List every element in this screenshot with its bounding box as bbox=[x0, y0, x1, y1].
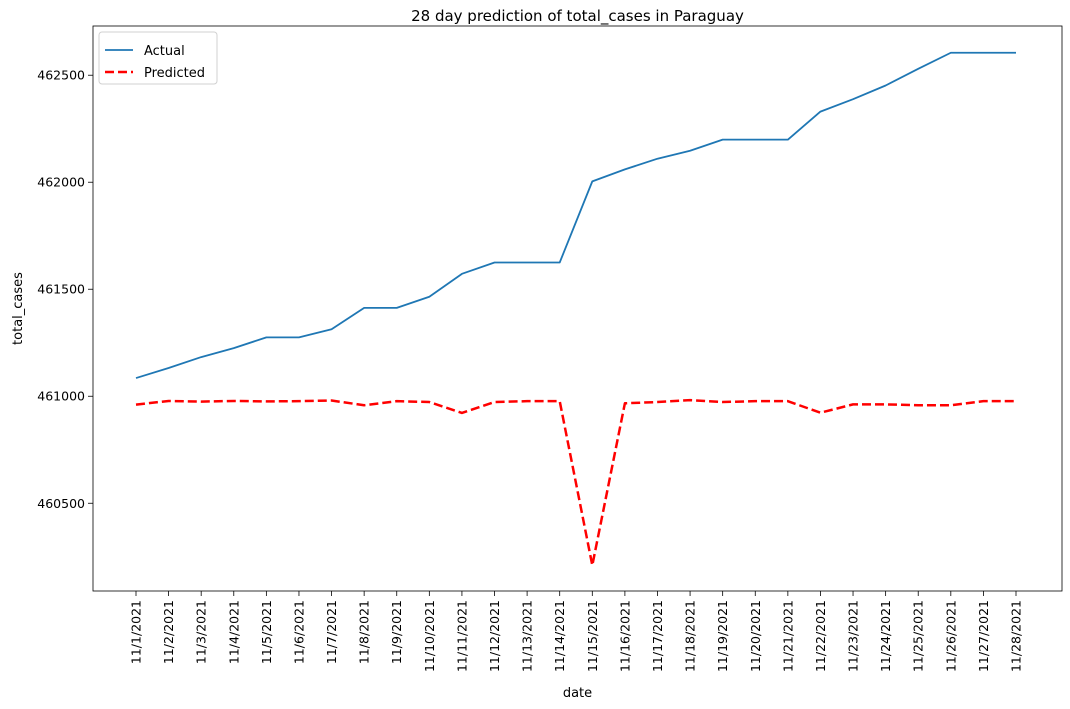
x-tick-label: 11/4/2021 bbox=[226, 600, 241, 664]
y-tick-label: 461000 bbox=[37, 389, 85, 404]
x-tick-label: 11/23/2021 bbox=[846, 600, 861, 672]
x-tick-label: 11/3/2021 bbox=[194, 600, 209, 664]
x-axis: 11/1/2021 11/2/2021 11/3/2021 11/4/2021 11/5… bbox=[129, 591, 1024, 672]
x-tick-label: 11/24/2021 bbox=[878, 600, 893, 672]
x-tick-label: 11/9/2021 bbox=[389, 600, 404, 664]
x-tick-label: 11/19/2021 bbox=[715, 600, 730, 672]
y-tick-label: 460500 bbox=[37, 496, 85, 511]
series-line-actual bbox=[135, 51, 1016, 379]
legend-label-actual: Actual bbox=[144, 44, 185, 59]
legend-box bbox=[98, 31, 218, 85]
x-tick-label: 11/28/2021 bbox=[1009, 600, 1024, 672]
x-tick-label: 11/20/2021 bbox=[748, 600, 763, 672]
x-tick-label: 11/22/2021 bbox=[813, 600, 828, 672]
x-tick-label: 11/26/2021 bbox=[943, 600, 958, 672]
x-tick-label: 11/6/2021 bbox=[291, 600, 306, 664]
legend-label-predicted: Predicted bbox=[144, 66, 205, 81]
legend: Actual Predicted bbox=[98, 31, 218, 85]
y-axis-label: total_cases bbox=[11, 272, 26, 345]
x-tick-label: 11/1/2021 bbox=[129, 600, 144, 664]
x-tick-label: 11/18/2021 bbox=[683, 600, 698, 672]
x-tick-label: 11/14/2021 bbox=[552, 600, 567, 672]
plot-area bbox=[92, 25, 1063, 592]
x-tick-label: 11/11/2021 bbox=[454, 600, 469, 672]
series-line-predicted bbox=[135, 398, 1016, 567]
x-tick-label: 11/10/2021 bbox=[422, 600, 437, 672]
x-tick-label: 11/2/2021 bbox=[161, 600, 176, 664]
chart-title: 28 day prediction of total_cases in Para… bbox=[411, 7, 744, 26]
y-axis: 460500 461000 461500 462000 462500 bbox=[37, 68, 93, 511]
x-tick-label: 11/8/2021 bbox=[357, 600, 372, 664]
x-tick-label: 11/13/2021 bbox=[520, 600, 535, 672]
x-tick-label: 11/25/2021 bbox=[911, 600, 926, 672]
x-tick-label: 11/5/2021 bbox=[259, 600, 274, 664]
x-tick-label: 11/21/2021 bbox=[780, 600, 795, 672]
y-tick-label: 462500 bbox=[37, 68, 85, 83]
series-layer bbox=[135, 51, 1016, 567]
x-tick-label: 11/16/2021 bbox=[617, 600, 632, 672]
x-axis-label: date bbox=[563, 686, 592, 701]
y-tick-label: 462000 bbox=[37, 175, 85, 190]
x-tick-label: 11/15/2021 bbox=[585, 600, 600, 672]
x-tick-label: 11/27/2021 bbox=[976, 600, 991, 672]
y-tick-label: 461500 bbox=[37, 282, 85, 297]
x-tick-label: 11/17/2021 bbox=[650, 600, 665, 672]
x-tick-label: 11/7/2021 bbox=[324, 600, 339, 664]
x-tick-label: 11/12/2021 bbox=[487, 600, 502, 672]
